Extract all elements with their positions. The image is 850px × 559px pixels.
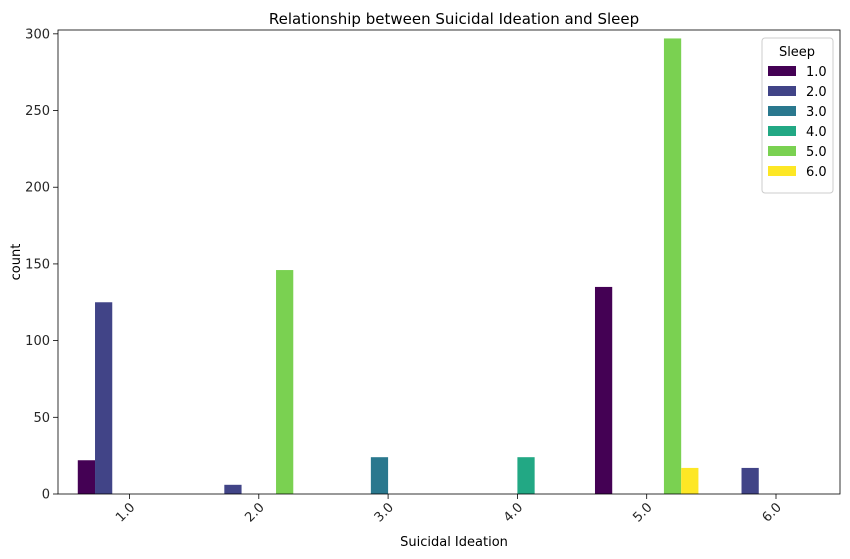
x-tick-label: 2.0 [242, 500, 267, 525]
legend-swatch-1.0 [768, 66, 796, 76]
x-tick-label: 1.0 [113, 500, 138, 525]
y-tick-label: 50 [33, 411, 50, 426]
bar-sleep-5.0-ideation-2.0 [276, 270, 294, 494]
x-axis-label: Suicidal Ideation [400, 535, 508, 550]
chart-title: Relationship between Suicidal Ideation a… [269, 10, 639, 28]
x-tick-label: 4.0 [501, 500, 526, 525]
x-tick-label: 5.0 [630, 500, 655, 525]
bar-sleep-3.0-ideation-3.0 [370, 457, 389, 494]
legend-label-1.0: 1.0 [806, 65, 827, 80]
legend-items: 1.0 2.0 3.0 4.0 5.0 6.0 [768, 65, 827, 180]
y-tick-label: 250 [25, 104, 50, 119]
legend-swatch-3.0 [768, 106, 796, 116]
bar-sleep-5.0-ideation-5.0 [663, 38, 682, 494]
legend-label-4.0: 4.0 [806, 125, 827, 140]
x-axis-ticks: 1.0 2.0 3.0 4.0 5.0 6.0 [113, 494, 785, 525]
legend-label-2.0: 2.0 [806, 85, 827, 100]
y-axis-ticks: 0 50 100 150 200 250 300 [25, 27, 58, 503]
bar-sleep-1.0-ideation-5.0 [594, 286, 613, 494]
bar-sleep-2.0-ideation-2.0 [224, 484, 242, 494]
y-tick-label: 0 [42, 488, 50, 503]
bar-sleep-1.0-ideation-1.0 [77, 460, 96, 494]
bar-sleep-2.0-ideation-1.0 [95, 302, 113, 494]
bar-sleep-4.0-ideation-4.0 [517, 457, 535, 494]
y-tick-label: 300 [25, 27, 50, 42]
y-tick-label: 150 [25, 257, 50, 272]
legend-swatch-5.0 [768, 146, 796, 156]
legend-title: Sleep [779, 45, 815, 60]
legend-label-3.0: 3.0 [806, 105, 827, 120]
y-axis-label: count [9, 244, 24, 281]
bar-sleep-6.0-ideation-5.0 [681, 467, 699, 494]
plot-frame [57, 29, 841, 495]
x-tick-label: 6.0 [760, 500, 785, 525]
legend: Sleep 1.0 2.0 3.0 4.0 5.0 6.0 [761, 37, 834, 194]
legend-swatch-4.0 [768, 126, 796, 136]
legend-label-5.0: 5.0 [806, 145, 827, 160]
y-tick-label: 100 [25, 334, 50, 349]
legend-label-6.0: 6.0 [806, 165, 827, 180]
x-tick-label: 3.0 [372, 500, 397, 525]
legend-swatch-6.0 [768, 166, 796, 176]
bar-sleep-2.0-ideation-6.0 [741, 467, 759, 494]
bars-layer [77, 38, 759, 494]
y-tick-label: 200 [25, 181, 50, 196]
legend-swatch-2.0 [768, 86, 796, 96]
